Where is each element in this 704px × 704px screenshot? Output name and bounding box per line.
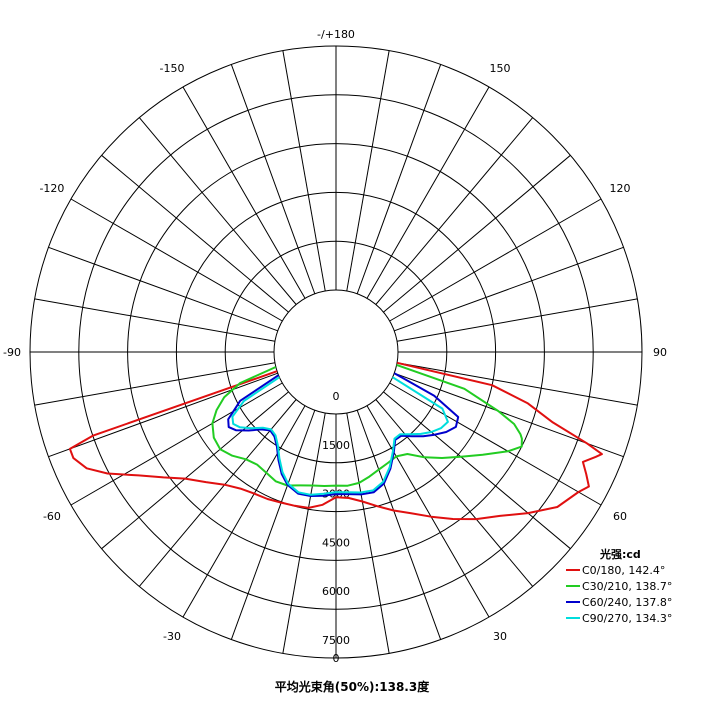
- grid-spoke-280: [34, 362, 276, 406]
- angle-label-150: 150: [490, 62, 511, 75]
- grid-spoke-340: [230, 410, 316, 640]
- legend-entry-1: C0/180, 142.4°: [582, 564, 665, 577]
- grid-spoke-110: [394, 246, 624, 332]
- grid-spoke-330: [182, 405, 306, 618]
- grid-spoke-130: [383, 154, 571, 313]
- grid-spoke-40: [375, 399, 534, 587]
- angle-label-30: 30: [493, 630, 507, 643]
- radial-tick-4500: 4500: [322, 536, 350, 549]
- angle-label-m120: -120: [39, 182, 64, 195]
- footer-beam-angle: 平均光束角(50%):138.3度: [274, 680, 430, 694]
- angle-labels: -/+180 -150 150 -120 120 -90 90 -60 60 -30 30 0: [3, 28, 667, 665]
- series-curve-1: [68, 361, 603, 521]
- radial-tick-1500: 1500: [322, 439, 350, 452]
- grid-spoke-60: [389, 382, 602, 506]
- legend: 光强:cd C0/180, 142.4° C30/210, 138.7° C60/24…: [566, 547, 672, 625]
- angle-label-60: 60: [613, 510, 627, 523]
- angle-label-m150: -150: [160, 62, 185, 75]
- radial-tick-0: 0: [333, 390, 340, 403]
- grid-spoke-190: [282, 50, 326, 292]
- legend-entry-3: C60/240, 137.8°: [582, 596, 672, 609]
- grid-spoke-120: [389, 198, 602, 322]
- angle-label-180: -/+180: [317, 28, 355, 41]
- grid-spoke-160: [356, 64, 442, 294]
- legend-entry-2: C30/210, 138.7°: [582, 580, 672, 593]
- grid-spoke-80: [396, 362, 638, 406]
- grid-spoke-140: [375, 117, 534, 305]
- grid-spoke-150: [366, 86, 490, 299]
- angle-label-90: 90: [653, 346, 667, 359]
- grid-spoke-10: [346, 412, 390, 654]
- angle-label-m30: -30: [163, 630, 181, 643]
- angle-label-120: 120: [610, 182, 631, 195]
- grid-spoke-210: [182, 86, 306, 299]
- grid-spoke-250: [48, 246, 278, 332]
- grid-spoke-310: [101, 391, 289, 550]
- grid-spoke-290: [48, 372, 278, 458]
- grid-spoke-170: [346, 50, 390, 292]
- grid-spoke-320: [138, 399, 297, 587]
- polar-grid: [29, 45, 643, 659]
- legend-entry-4: C90/270, 134.3°: [582, 612, 672, 625]
- grid-spoke-30: [366, 405, 490, 618]
- series-curve-3: [227, 372, 460, 497]
- grid-spoke-230: [101, 154, 289, 313]
- angle-label-0: 0: [333, 652, 340, 665]
- series-curve-2: [211, 363, 523, 487]
- grid-spoke-240: [70, 198, 283, 322]
- grid-spoke-20: [356, 410, 442, 640]
- radial-tick-7500: 7500: [322, 634, 350, 647]
- grid-spoke-100: [396, 298, 638, 342]
- grid-spoke-50: [383, 391, 571, 550]
- angle-label-m90: -90: [3, 346, 21, 359]
- radial-tick-6000: 6000: [322, 585, 350, 598]
- legend-title: 光强:cd: [599, 547, 641, 561]
- grid-spoke-200: [230, 64, 316, 294]
- series-curve-4: [231, 376, 449, 496]
- grid-spoke-220: [138, 117, 297, 305]
- grid-spoke-300: [70, 382, 283, 506]
- grid-spoke-260: [34, 298, 276, 342]
- series-curves: [68, 361, 603, 521]
- angle-label-m60: -60: [43, 510, 61, 523]
- grid-spoke-350: [282, 412, 326, 654]
